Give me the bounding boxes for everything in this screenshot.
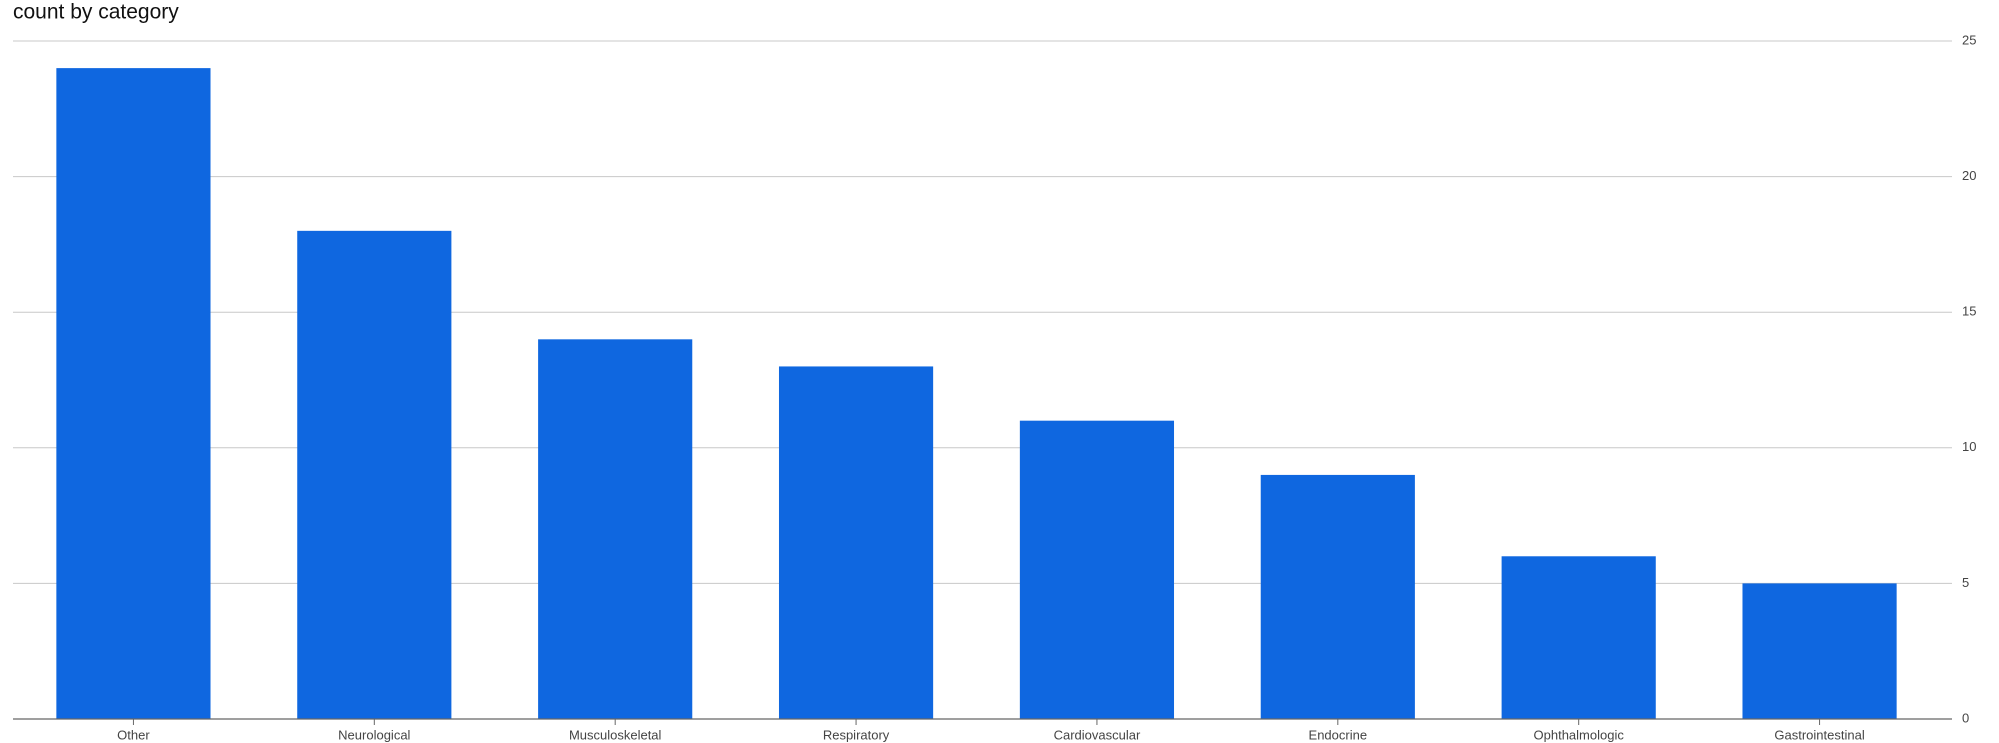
x-tick-label: Neurological <box>338 727 410 742</box>
y-tick-label: 5 <box>1962 575 1969 590</box>
bar <box>56 68 211 720</box>
bar <box>778 366 934 719</box>
x-tick-label: Other <box>117 727 150 742</box>
x-tick-label: Cardiovascular <box>1054 727 1141 742</box>
bar <box>1501 556 1656 719</box>
x-tick-label: Ophthalmologic <box>1534 727 1625 742</box>
y-tick-label: 10 <box>1962 439 1976 454</box>
y-tick-label: 20 <box>1962 168 1976 183</box>
y-tick-label: 25 <box>1962 32 1976 47</box>
chart-title: count by category <box>13 1 179 24</box>
x-tick-label: Musculoskeletal <box>569 727 662 742</box>
x-tick-label: Gastrointestinal <box>1774 727 1864 742</box>
x-tick-label: Endocrine <box>1309 727 1368 742</box>
y-tick-label: 0 <box>1962 710 1969 725</box>
bar <box>538 339 693 719</box>
bar <box>1742 583 1897 719</box>
x-tick-label: Respiratory <box>823 727 890 742</box>
bar <box>1019 420 1175 719</box>
y-tick-label: 15 <box>1962 304 1976 319</box>
bar <box>1260 474 1415 719</box>
bar <box>297 230 452 719</box>
